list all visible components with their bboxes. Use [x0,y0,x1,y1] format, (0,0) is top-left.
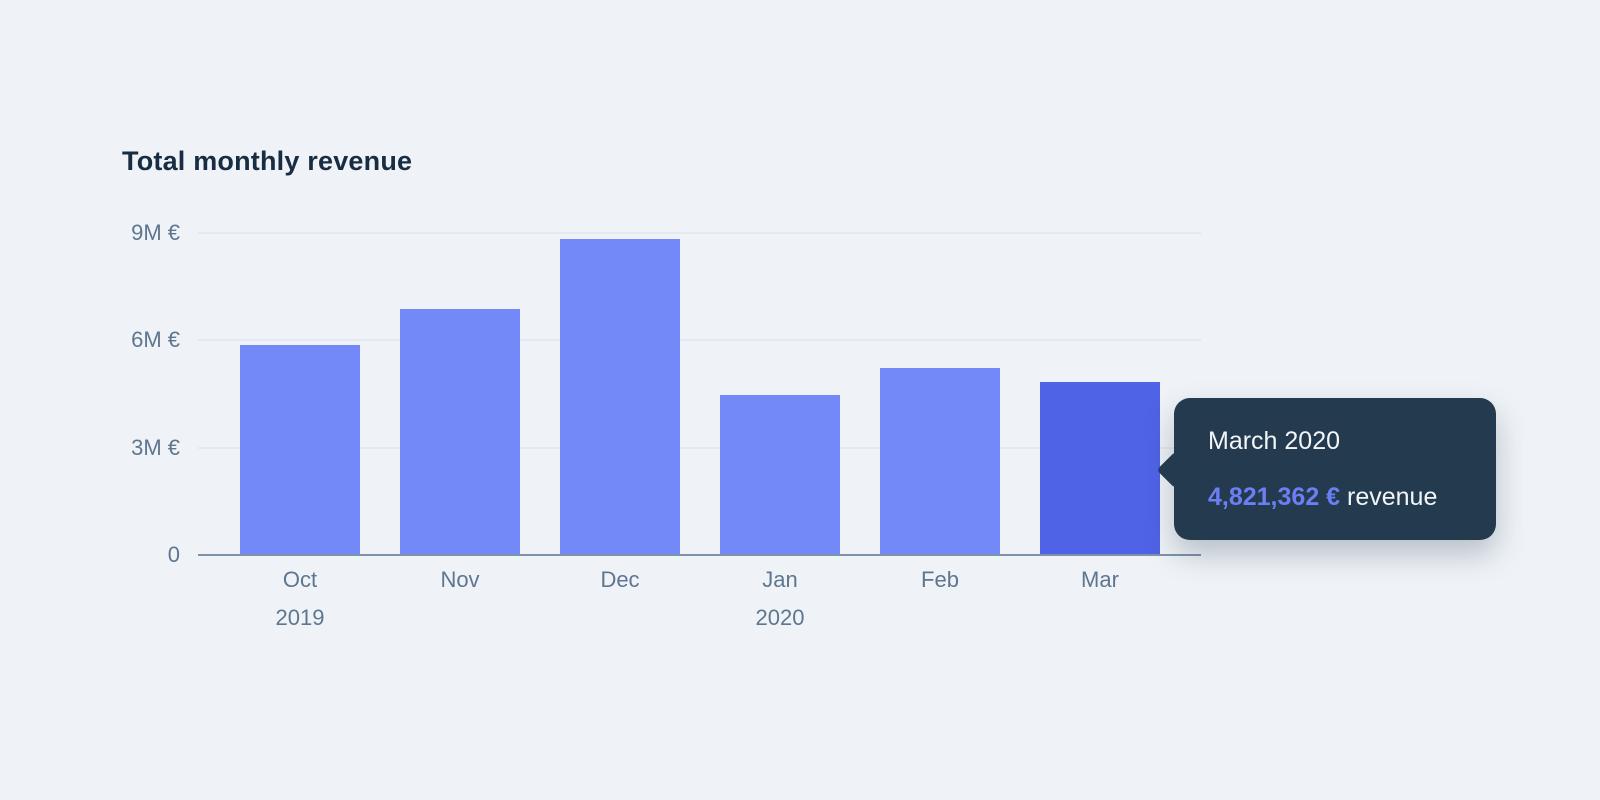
y-tick-label: 6M € [131,327,180,353]
bar-feb[interactable] [880,367,1000,554]
chart-title: Total monthly revenue [122,146,413,176]
gridline [198,446,1201,449]
x-tick-label-mar: Mar [1020,566,1180,594]
plot-area [198,232,1201,556]
bar-nov[interactable] [400,308,520,554]
y-tick-label: 3M € [131,434,180,460]
x-tick-month: Jan [762,567,798,592]
x-tick-label-nov: Nov [380,566,540,594]
bar-jan[interactable] [720,394,840,554]
x-axis-baseline [198,554,1201,556]
bar-dec[interactable] [560,239,680,554]
x-tick-month: Mar [1081,567,1119,592]
gridline [198,339,1201,342]
x-tick-label-jan: Jan 2020 [700,566,860,632]
x-tick-label-oct: Oct 2019 [220,566,380,632]
tooltip-value-line: 4,821,362 € revenue [1208,483,1496,512]
tooltip-value-suffix: revenue [1340,482,1438,511]
y-tick-label: 0 [167,542,180,567]
x-tick-year: 2020 [755,605,805,630]
x-tick-month: Dec [600,567,640,592]
tooltip-value: 4,821,362 € [1208,482,1341,511]
bar-oct[interactable] [240,344,360,554]
x-tick-month: Feb [921,567,959,592]
y-tick-label: 9M € [131,220,180,245]
x-tick-label-dec: Dec [540,566,700,594]
tooltip-title: March 2020 [1208,426,1341,455]
tooltip: March 2020 4,821,362 € revenue [1156,398,1496,540]
x-tick-year: 2019 [275,605,325,630]
bar-mar[interactable] [1040,381,1160,554]
gridline [198,232,1201,234]
x-tick-label-feb: Feb [860,566,1020,594]
x-tick-month: Oct [282,567,318,592]
x-tick-month: Nov [440,567,480,592]
